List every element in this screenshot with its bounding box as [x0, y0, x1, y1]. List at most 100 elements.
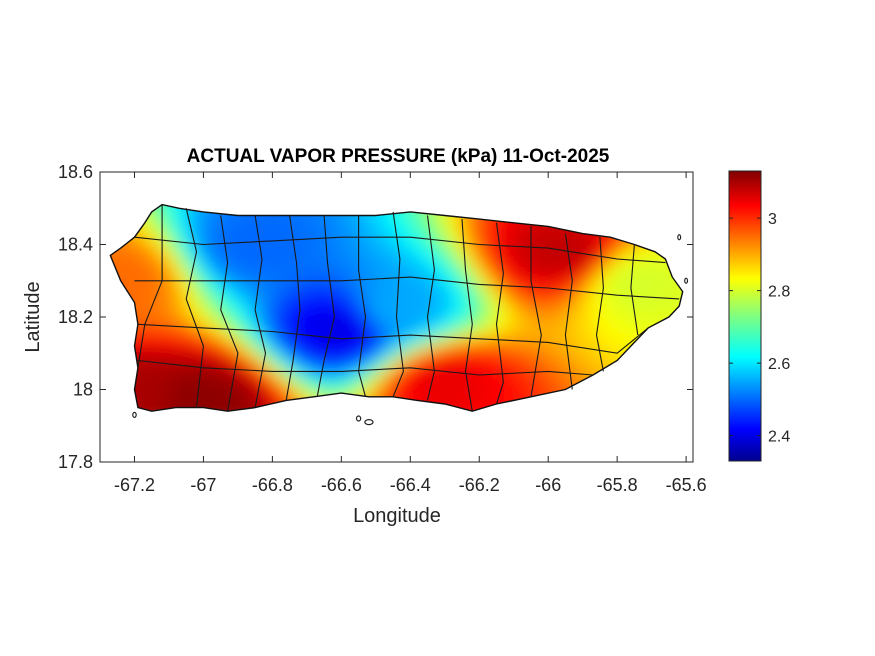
field-cell [693, 368, 701, 376]
field-cell [589, 273, 598, 282]
field-cell [451, 259, 460, 267]
field-cell [465, 360, 473, 369]
field-cell [141, 317, 149, 325]
field-cell [148, 360, 156, 369]
field-cell [362, 389, 370, 398]
field-cell [237, 244, 246, 253]
field-cell [134, 244, 142, 253]
field-cell [237, 338, 246, 347]
field-cell [155, 237, 163, 246]
field-cell [389, 273, 398, 282]
field-cell [499, 317, 508, 325]
field-cell [382, 259, 391, 267]
colorbar-gradient [728, 170, 762, 462]
field-cell [541, 230, 549, 238]
field-cell [272, 324, 280, 333]
field-cell [231, 266, 239, 275]
field-cell [396, 324, 404, 333]
field-cell [279, 280, 287, 289]
field-cell [155, 222, 163, 231]
field-cell [272, 230, 280, 238]
field-cell [231, 309, 239, 318]
field-cell [182, 302, 191, 311]
field-cell [486, 251, 494, 260]
field-cell [224, 309, 232, 318]
field-cell [610, 295, 618, 304]
colorbar: 2.42.62.83 [728, 170, 790, 462]
field-cell [293, 346, 301, 354]
field-cell [348, 353, 356, 362]
field-cell [162, 346, 170, 354]
field-cell [272, 273, 280, 282]
field-cell [396, 288, 404, 296]
field-cell [348, 251, 356, 260]
field-cell [403, 309, 411, 318]
field-cell [217, 288, 225, 296]
field-cell [306, 360, 315, 369]
field-cell [562, 295, 570, 304]
field-cell [368, 288, 377, 296]
field-cell [389, 317, 398, 325]
field-cell [403, 367, 411, 376]
field-cell [534, 331, 542, 340]
field-cell [217, 244, 225, 253]
field-cell [224, 244, 232, 253]
field-cell [134, 331, 142, 340]
field-cell [389, 222, 398, 231]
field-cell [134, 396, 142, 405]
field-cell [520, 251, 529, 260]
field-cell [189, 331, 198, 340]
field-cell [334, 324, 342, 333]
field-cell [313, 237, 322, 246]
field-cell [610, 259, 618, 267]
field-cell [493, 302, 501, 311]
field-cell [203, 215, 211, 224]
field-cell [265, 338, 273, 347]
field-cell [375, 317, 384, 325]
field-cell [251, 353, 260, 362]
field-cell [610, 338, 618, 347]
field-cell [203, 389, 211, 398]
field-cell [244, 404, 253, 412]
field-cell [258, 302, 267, 311]
field-cell [155, 302, 163, 311]
field-cell [417, 382, 425, 391]
field-cell [417, 367, 425, 376]
field-cell [520, 273, 529, 282]
field-cell [389, 215, 398, 224]
field-cell [437, 288, 446, 296]
field-cell [327, 302, 335, 311]
field-cell [93, 252, 101, 260]
field-cell [169, 346, 177, 354]
field-cell [355, 353, 363, 362]
field-cell [293, 353, 301, 362]
field-cell [210, 288, 218, 296]
field-cell [244, 266, 253, 275]
field-cell [224, 288, 232, 296]
field-cell [548, 288, 556, 296]
field-cell [327, 230, 335, 238]
field-cell [637, 309, 646, 318]
field-cell [210, 375, 218, 383]
field-cell [279, 302, 287, 311]
field-cell [320, 251, 329, 260]
field-cell [555, 230, 563, 238]
field-cell [389, 309, 398, 318]
field-cell [375, 222, 384, 231]
field-cell [437, 360, 446, 369]
field-cell [417, 309, 425, 318]
field-cell [472, 382, 480, 391]
field-cell [237, 375, 246, 383]
field-cell [458, 251, 467, 260]
field-cell [410, 230, 418, 238]
field-cell [582, 317, 591, 325]
field-cell [162, 367, 170, 376]
field-cell [258, 230, 267, 238]
field-cell [541, 259, 549, 267]
field-cell [479, 338, 487, 347]
field-cell [506, 288, 515, 296]
field-cell [541, 324, 549, 333]
field-cell [396, 317, 404, 325]
field-cell [437, 244, 446, 253]
field-cell [568, 280, 577, 289]
